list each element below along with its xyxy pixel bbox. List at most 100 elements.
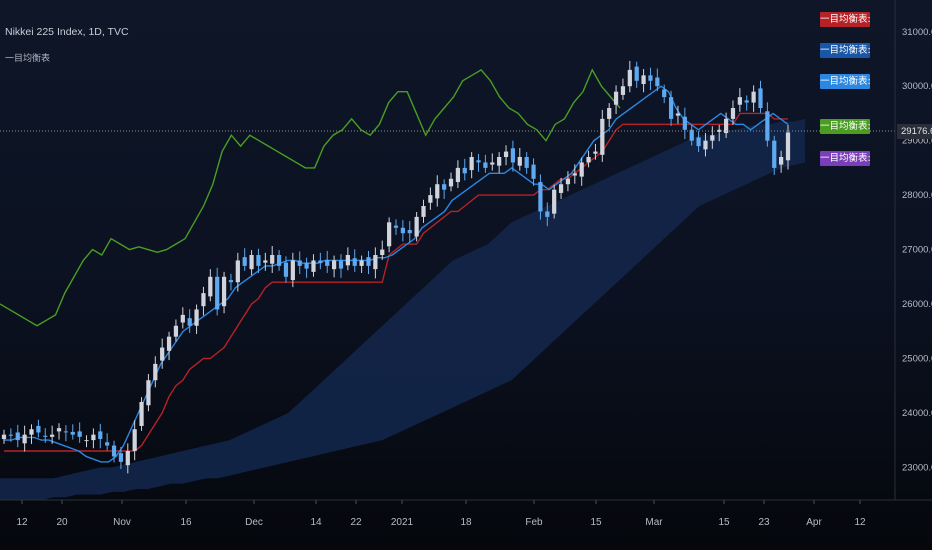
candle-body — [421, 206, 426, 217]
current-price-label: 29176.63 — [897, 124, 932, 139]
candle-body — [22, 434, 27, 444]
candles — [1, 60, 791, 474]
candle-body — [462, 167, 467, 174]
candle-body — [703, 140, 708, 150]
candle-body — [407, 229, 412, 234]
candle-body — [36, 425, 41, 433]
candle-body — [63, 431, 69, 433]
time-tick-label: 15 — [718, 517, 730, 528]
candle-body — [215, 276, 220, 310]
symbol-title: Nikkei 225 Index, 1D, TVC — [5, 26, 129, 38]
legend-senkou1-tag: 一目均衡表:先行スパン1 — [820, 43, 870, 58]
candle-body — [593, 151, 598, 154]
price-tick-label: 23000.00 — [902, 462, 932, 473]
time-tick-label: 12 — [854, 517, 866, 528]
candle-body — [146, 380, 151, 406]
candle-body — [607, 108, 612, 119]
candle-body — [600, 118, 605, 155]
candle-body — [380, 249, 385, 255]
candle-body — [201, 293, 206, 307]
price-axis[interactable]: 31000.00 30000.00 29000.00 28000.00 27000.00… — [902, 27, 932, 474]
candle-body — [235, 260, 240, 283]
candle-body — [139, 402, 144, 426]
candle-body — [785, 132, 791, 161]
candle-body — [503, 151, 509, 157]
candle-body — [387, 222, 392, 247]
time-tick-label: 16 — [180, 517, 192, 528]
candle-body — [455, 167, 461, 183]
candle-body — [111, 445, 117, 457]
candle-body — [641, 75, 646, 85]
candle-body — [187, 318, 192, 326]
candle-body — [15, 432, 20, 441]
candle-body — [43, 435, 48, 437]
price-tick-label: 25000.00 — [902, 353, 932, 364]
candle-body — [710, 135, 715, 141]
candle-body — [682, 116, 687, 130]
candle-body — [194, 309, 199, 326]
time-tick-label: 15 — [590, 517, 602, 528]
time-tick-label: Nov — [113, 517, 131, 528]
price-tick-label: 28000.00 — [902, 190, 932, 201]
price-tick-label: 30000.00 — [902, 81, 932, 92]
candle-body — [345, 255, 350, 266]
candle-body — [758, 88, 763, 108]
candle-body — [70, 431, 75, 435]
candle-body — [249, 255, 254, 270]
time-axis[interactable]: 12 20 Nov 16 Dec 14 22 2021 18 Feb 15 Mar 15 23 Apr 12 — [16, 500, 866, 528]
candle-body — [779, 157, 784, 165]
candle-body — [373, 255, 378, 270]
indicator-title[interactable]: 一目均衡表 — [5, 53, 51, 63]
candle-body — [276, 255, 282, 266]
candle-body — [50, 434, 55, 437]
price-tick-label: 29000.00 — [902, 136, 932, 147]
candle-body — [558, 184, 564, 193]
time-tick-label: 23 — [758, 517, 770, 528]
candle-body — [545, 211, 550, 217]
time-tick-label: 14 — [310, 517, 322, 528]
time-tick-label: 22 — [350, 517, 362, 528]
candle-body — [668, 97, 674, 119]
price-tick-label: 26000.00 — [902, 299, 932, 310]
candle-body — [1, 434, 7, 440]
time-tick-label: Mar — [645, 517, 663, 528]
candle-body — [283, 262, 289, 277]
candle-body — [448, 178, 454, 187]
candle-body — [751, 91, 756, 103]
candle-body — [435, 184, 440, 199]
kumo-cloud-area — [0, 118, 805, 500]
candle-body — [772, 140, 777, 168]
candle-body — [359, 260, 364, 266]
candle-body — [98, 431, 103, 440]
candle-body — [297, 260, 302, 266]
candle-body — [263, 260, 268, 263]
candle-body — [173, 325, 179, 337]
candle-body — [118, 453, 124, 462]
candle-body — [765, 111, 770, 141]
candle-body — [744, 100, 749, 103]
candle-body — [228, 280, 234, 283]
time-tick-label: 18 — [460, 517, 472, 528]
candle-body — [579, 162, 584, 177]
time-tick-label: 2021 — [391, 517, 414, 528]
candle-body — [338, 260, 344, 269]
candle-body — [723, 118, 729, 134]
time-tick-label: Dec — [245, 517, 263, 528]
price-tick-label: 27000.00 — [902, 245, 932, 256]
candle-body — [428, 195, 433, 203]
candle-body — [160, 347, 165, 361]
candle-body — [166, 336, 172, 351]
candle-body — [613, 91, 619, 105]
candle-body — [221, 276, 227, 307]
candle-body — [325, 259, 330, 266]
time-tick-label: 12 — [16, 517, 28, 528]
candle-body — [91, 434, 96, 441]
candle-body — [552, 189, 557, 214]
candle-body — [8, 434, 13, 436]
candle-body — [29, 429, 34, 435]
chikou-line — [0, 68, 621, 327]
candle-body — [304, 262, 309, 269]
candle-body — [242, 257, 247, 266]
